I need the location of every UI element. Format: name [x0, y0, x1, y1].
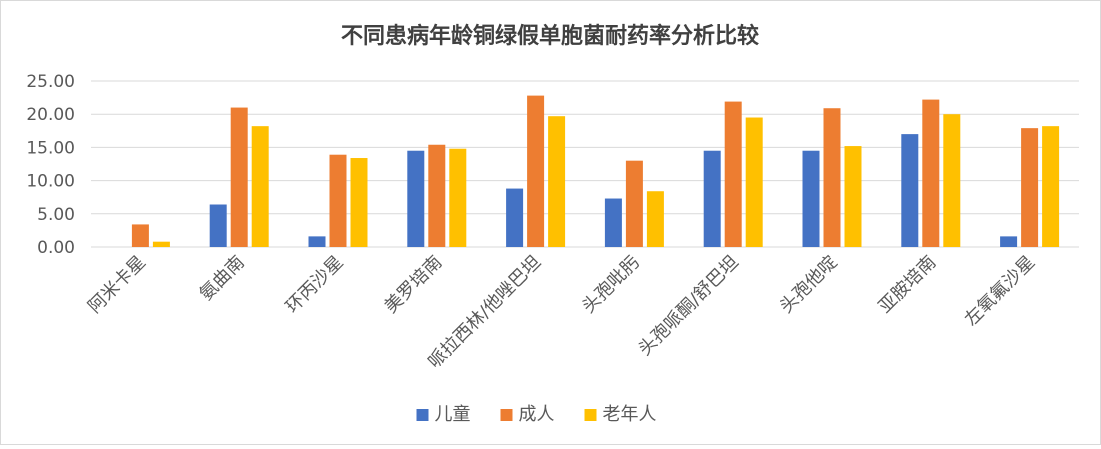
y-tick-label: 25.00 [26, 72, 75, 92]
bar-3-3 [350, 158, 368, 247]
bar-1-5 [506, 188, 524, 247]
bar-2-9 [922, 99, 940, 247]
bar-2-2 [230, 107, 248, 247]
bar-2-5 [527, 95, 545, 247]
legend: 儿童 成人 老年人 [416, 404, 657, 425]
x-tick-label: 氨曲南 [196, 252, 249, 305]
bar-2-4 [428, 144, 446, 247]
legend-swatch [500, 409, 513, 421]
bar-1-10 [1000, 236, 1018, 247]
y-tick-label: 10.00 [26, 172, 75, 192]
bar-2-8 [823, 108, 841, 247]
legend-swatch [416, 409, 429, 421]
bar-2-10 [1021, 128, 1039, 247]
y-tick-label: 15.00 [26, 138, 75, 158]
bar-3-10 [1042, 126, 1060, 247]
bar-1-8 [802, 150, 820, 247]
x-tick-label: 环丙沙星 [282, 252, 348, 318]
bar-3-4 [449, 148, 467, 247]
bar-3-2 [251, 126, 269, 247]
bars [131, 95, 1060, 248]
bar-1-3 [308, 236, 326, 247]
legend-label: 成人 [519, 404, 555, 425]
bar-2-1 [131, 224, 149, 247]
legend-label: 儿童 [435, 404, 471, 425]
bar-2-6 [625, 160, 643, 247]
bar-1-9 [901, 134, 919, 247]
bar-3-6 [646, 191, 664, 247]
x-tick-label: 亚胺培南 [875, 252, 941, 318]
bar-3-1 [152, 241, 170, 247]
legend-label: 老年人 [603, 404, 657, 425]
x-tick-label: 美罗培南 [381, 252, 447, 318]
bar-1-2 [209, 204, 227, 247]
bar-2-3 [329, 154, 347, 247]
bar-1-7 [703, 150, 721, 247]
bar-2-7 [724, 101, 742, 247]
x-tick-label: 头孢他啶 [776, 252, 842, 318]
x-tick-label: 头孢吡肟 [578, 252, 644, 318]
bar-3-9 [943, 114, 961, 247]
y-tick-label: 0.00 [37, 238, 75, 258]
x-tick-label: 左氧氟沙星 [961, 252, 1039, 330]
y-tick-label: 5.00 [37, 205, 75, 225]
legend-swatch [584, 409, 597, 421]
bar-3-5 [548, 116, 566, 247]
bar-3-8 [844, 146, 862, 247]
bar-1-6 [604, 198, 622, 247]
y-axis-ticks: 0.00 5.00 10.00 15.00 20.00 25.00 [26, 72, 75, 258]
bar-3-7 [745, 117, 763, 248]
x-tick-label: 阿米卡星 [84, 252, 150, 318]
bar-1-4 [407, 150, 425, 247]
chart-title: 不同患病年龄铜绿假单胞菌耐药率分析比较 [341, 23, 759, 49]
y-tick-label: 20.00 [26, 105, 75, 125]
x-tick-label: 头孢哌酮/舒巴坦 [634, 252, 742, 360]
